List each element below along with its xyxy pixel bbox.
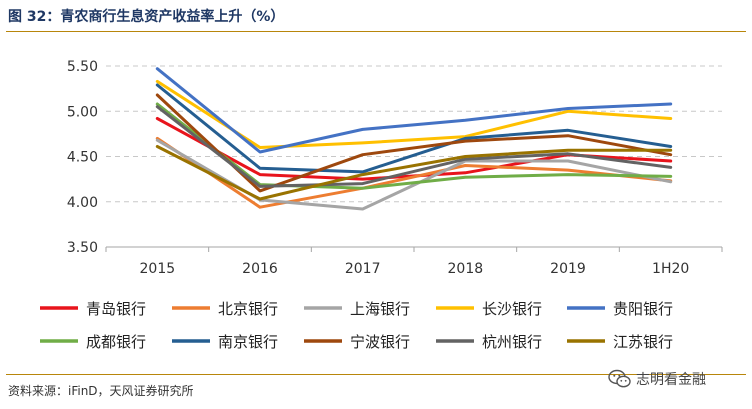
series-line [155,145,673,201]
y-tick-label: 5.00 [67,104,98,120]
series-line [155,102,673,190]
series-line [155,79,673,149]
legend-label: 杭州银行 [482,333,542,351]
legend-label: 宁波银行 [350,333,410,351]
source-note: 资料来源：iFinD，天风证券研究所 [8,384,194,398]
series-lines [155,67,673,211]
legend-label: 北京银行 [218,300,278,318]
legend-label: 贵阳银行 [613,300,673,318]
watermark: 志明看金融 [608,369,706,389]
y-tick-label: 4.50 [67,150,98,166]
line-chart: 3.50 4.00 4.50 5.00 5.50 2015 2016 2017 2018 2019… [40,59,723,351]
x-tick-label: 1H20 [652,261,689,277]
x-tick-label: 2018 [448,261,484,277]
series-line [155,136,673,209]
legend-label: 上海银行 [350,300,410,318]
wechat-icon [608,369,631,388]
y-tick-label: 3.50 [67,240,98,256]
series-line [155,67,673,154]
watermark-text: 志明看金融 [636,372,706,388]
y-tick-label: 4.00 [67,195,98,211]
legend-label: 长沙银行 [482,300,542,318]
footer-divider [6,374,746,375]
y-tick-label: 5.50 [67,59,98,75]
legend-label: 成都银行 [86,333,146,351]
x-tick-label: 2017 [345,261,381,277]
legend-label: 江苏银行 [613,333,673,351]
x-tick-label: 2015 [140,261,176,277]
title-divider [6,31,746,32]
series-line [155,83,673,174]
figure-title: 图 32：青农商行生息资产收益率上升（%） [8,9,285,25]
series-line [155,105,673,188]
legend-label: 南京银行 [218,333,278,351]
axes: 3.50 4.00 4.50 5.00 5.50 2015 2016 2017 2018 2019… [67,59,723,277]
x-tick-label: 2019 [550,261,586,277]
legend-label: 青岛银行 [86,300,146,318]
x-tick-label: 2016 [242,261,278,277]
